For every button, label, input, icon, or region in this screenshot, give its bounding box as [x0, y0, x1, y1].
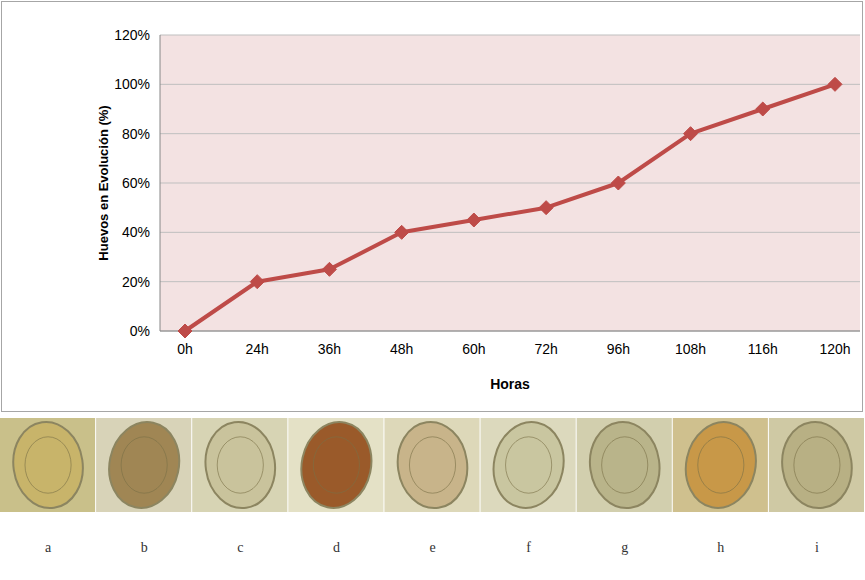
x-tick-label: 120h	[819, 341, 850, 357]
micrograph-panel	[192, 418, 287, 512]
data-point	[539, 201, 553, 215]
panel-label: b	[141, 540, 148, 555]
panel-label: i	[815, 540, 819, 555]
x-tick-label: 72h	[534, 341, 557, 357]
y-axis-title: Huevos en Evolución (%)	[96, 105, 111, 260]
x-tick-label: 36h	[318, 341, 341, 357]
y-tick-label: 0%	[130, 323, 150, 339]
y-tick-label: 80%	[122, 126, 150, 142]
micrograph-panel	[384, 418, 479, 512]
egg-shape	[294, 416, 380, 515]
y-tick-label: 120%	[114, 27, 150, 43]
egg-content	[794, 437, 840, 493]
x-tick-label: 60h	[462, 341, 485, 357]
micrograph-panel	[769, 418, 864, 512]
x-tick-label: 96h	[607, 341, 630, 357]
data-point	[756, 102, 770, 116]
y-axis-line	[160, 35, 161, 331]
egg-shape	[392, 417, 473, 512]
grid-line	[160, 84, 860, 85]
egg-shape	[584, 417, 665, 512]
egg-content	[602, 437, 648, 493]
data-point	[322, 262, 336, 276]
grid-line	[160, 35, 860, 36]
plot-area	[160, 35, 860, 331]
y-tick-label: 20%	[122, 274, 150, 290]
egg-content	[506, 437, 552, 493]
x-tick-label: 116h	[748, 341, 778, 357]
x-axis-title: Horas	[490, 376, 530, 392]
data-point	[611, 176, 625, 190]
y-tick-label: 100%	[114, 76, 150, 92]
grid-line	[160, 183, 860, 184]
panel-label: a	[45, 540, 52, 555]
x-tick-label: 0h	[177, 341, 193, 357]
panel-label: h	[717, 540, 724, 555]
egg-shape	[486, 416, 572, 515]
panel-label: e	[429, 540, 435, 555]
egg-content	[409, 437, 455, 493]
egg-shape	[200, 417, 281, 512]
y-tick-label: 40%	[122, 224, 150, 240]
panel-label: g	[621, 540, 628, 555]
egg-shape	[678, 416, 764, 515]
page: 0% 20% 40% 60% 80% 100% 120% 0h 24h 36h 48h 60h 72h 9…	[0, 0, 865, 580]
series-group	[178, 77, 842, 338]
x-tick-label: 108h	[675, 341, 706, 357]
chart-frame	[2, 2, 863, 412]
x-axis-line	[160, 331, 860, 332]
grid-line	[160, 331, 860, 332]
data-point	[467, 213, 481, 227]
egg-shape	[101, 416, 187, 515]
series-line	[185, 84, 835, 331]
data-point	[684, 127, 698, 141]
egg-content	[121, 437, 167, 493]
micrograph-panel	[577, 418, 672, 512]
y-tick-label: 60%	[122, 175, 150, 191]
data-point	[178, 324, 192, 338]
data-point	[395, 225, 409, 239]
egg-content	[313, 437, 359, 493]
data-point	[828, 77, 842, 91]
egg-content	[25, 437, 71, 493]
grid-line	[160, 133, 860, 134]
x-tick-label: 24h	[246, 341, 269, 357]
egg-shape	[777, 417, 858, 512]
grid-line	[160, 232, 860, 233]
x-tick-label: 48h	[390, 341, 413, 357]
panel-label: f	[526, 540, 531, 555]
panel-label: d	[333, 540, 340, 555]
egg-shape	[8, 417, 89, 512]
egg-content	[698, 437, 744, 493]
egg-content	[217, 437, 263, 493]
panel-label: c	[237, 540, 243, 555]
micrograph-panel	[0, 418, 95, 512]
data-point	[250, 275, 264, 289]
